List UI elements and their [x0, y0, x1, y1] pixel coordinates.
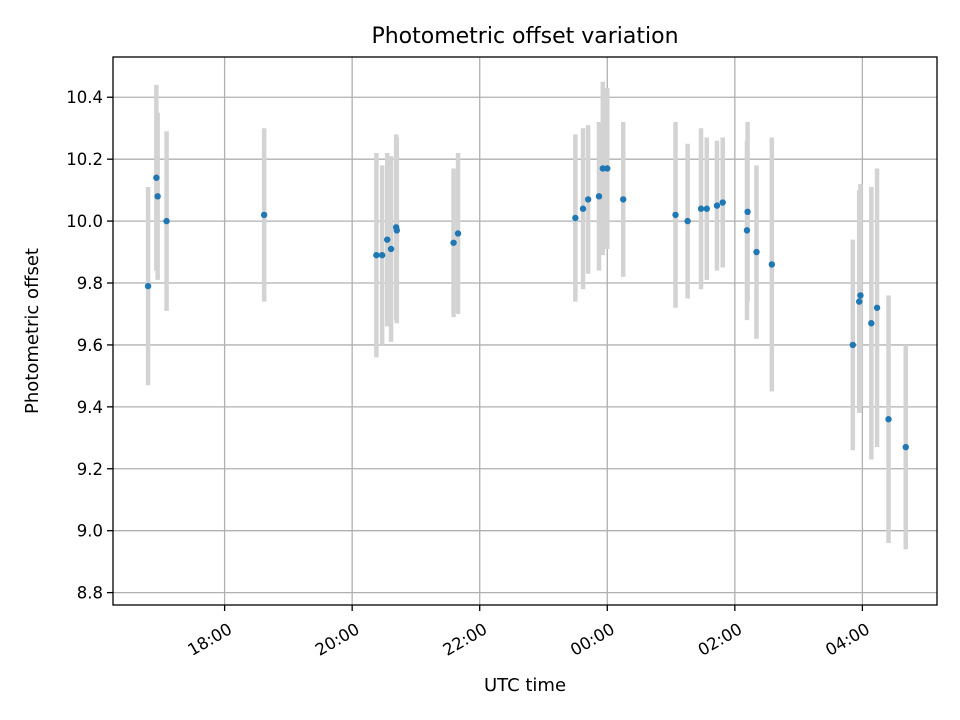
data-point — [387, 245, 395, 253]
data-point — [384, 236, 391, 243]
data-point — [260, 211, 268, 219]
data-point — [153, 174, 160, 181]
data-point — [855, 298, 863, 305]
data-point — [620, 196, 627, 203]
data-point — [768, 261, 776, 268]
y-tick-label: 9.8 — [77, 274, 103, 293]
plot-frame — [112, 56, 938, 606]
data-point — [604, 165, 611, 172]
y-tick-label: 10.0 — [66, 212, 103, 231]
data-point — [697, 205, 705, 212]
data-point — [873, 304, 881, 311]
y-tick-label: 8.8 — [77, 584, 103, 603]
y-tick-label: 9.0 — [77, 522, 103, 541]
data-point — [885, 416, 892, 423]
data-point — [719, 199, 726, 206]
y-tick-label: 9.6 — [77, 336, 103, 355]
data-point — [450, 239, 457, 246]
data-point — [744, 208, 751, 216]
data-point — [579, 205, 587, 212]
data-point — [393, 227, 401, 234]
data-point — [713, 202, 721, 209]
data-point — [163, 217, 170, 225]
y-axis-label: Photometric offset — [22, 248, 43, 414]
chart-title: Photometric offset variation — [371, 24, 678, 49]
data-point — [373, 251, 380, 259]
y-tick-label: 9.4 — [77, 398, 103, 417]
y-tick-label: 10.4 — [66, 88, 103, 107]
data-point — [857, 292, 864, 299]
data-point — [584, 196, 592, 203]
data-point — [672, 211, 679, 219]
data-point — [703, 205, 710, 212]
data-point — [144, 282, 152, 290]
data-point — [599, 165, 607, 172]
data-point — [154, 193, 161, 200]
x-axis-label: UTC time — [484, 675, 566, 696]
data-point — [595, 193, 603, 200]
data-point — [572, 214, 579, 222]
data-point — [753, 248, 760, 256]
data-point — [454, 230, 462, 237]
data-point — [684, 217, 691, 225]
y-tick-label: 9.2 — [77, 460, 103, 479]
data-point — [743, 227, 751, 234]
y-tick-label: 10.2 — [66, 150, 103, 169]
data-points — [144, 165, 909, 451]
data-point — [902, 443, 909, 451]
axis-ticks: 8.89.09.29.49.69.810.010.210.418:00 20:00… — [66, 88, 873, 659]
data-point — [378, 251, 386, 259]
data-point — [868, 320, 875, 327]
data-point — [849, 341, 857, 349]
